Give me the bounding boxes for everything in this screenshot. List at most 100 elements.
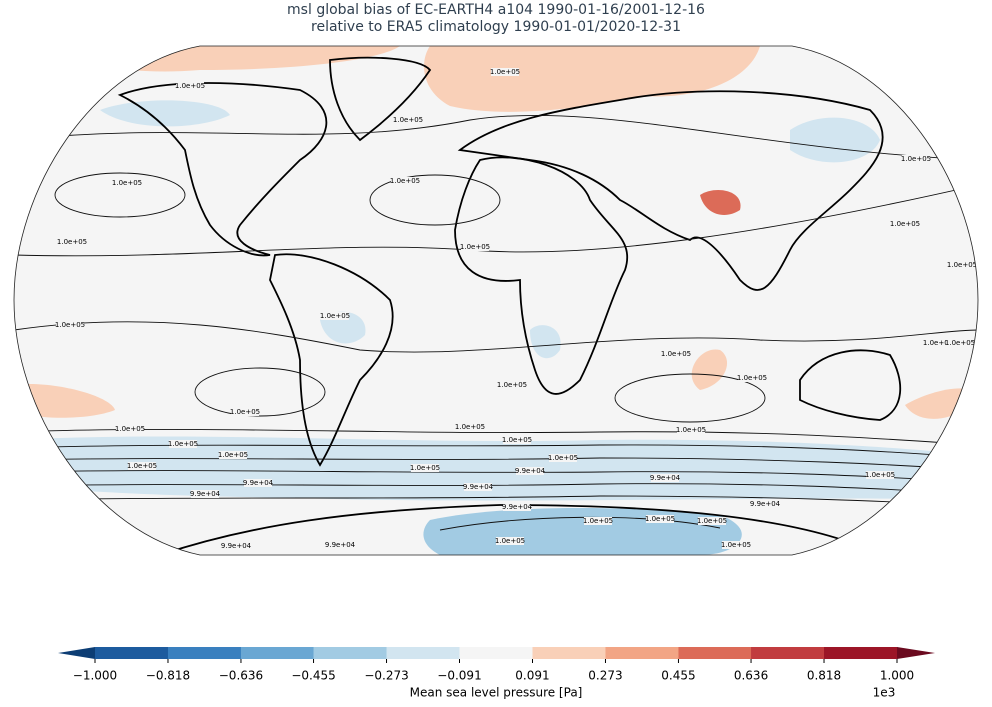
contour-label-bg — [698, 517, 726, 525]
colorbar-tick-label: 0.091 — [515, 669, 549, 683]
contour-label: 1.0e+05 — [455, 423, 485, 431]
contour-label-bg — [391, 177, 419, 185]
title-line: msl global bias of EC-EARTH4 a104 1990-0… — [287, 2, 705, 18]
colorbar-bin — [167, 647, 242, 659]
contour-label: 1.0e+05 — [168, 440, 198, 448]
colorbar-tick-label: 0.455 — [661, 669, 695, 683]
contour-label: 9.9e+04 — [463, 483, 494, 491]
colorbar-bin — [386, 647, 461, 659]
contour-label-bg — [866, 471, 894, 479]
contour-label-bg — [116, 425, 144, 433]
contour-label-bg — [128, 462, 156, 470]
contour-label-bg — [394, 116, 422, 124]
contour-label-bg — [498, 381, 526, 389]
contour-label-bg — [738, 374, 766, 382]
contour-label: 9.9e+04 — [221, 542, 252, 550]
contour-label-bg — [219, 451, 247, 459]
contour-label: 1.0e+05 — [645, 515, 675, 523]
contour-label: 1.0e+05 — [127, 462, 157, 470]
colorbar-offset: 1e3 — [873, 686, 896, 700]
contour-label-bg — [456, 423, 484, 431]
contour-label-bg — [244, 479, 272, 487]
contour-labels: 1.0e+05 1.0e+05 1.0e+05 1.0e+05 1.0e+05 1.0e+… — [55, 68, 977, 550]
colorbar-tick-label: −1.000 — [73, 669, 117, 683]
coastlines — [117, 56, 902, 555]
colorbar-extend-under — [58, 647, 95, 659]
contour-label: 1.0e+05 — [460, 243, 490, 251]
contour-label-bg — [176, 82, 204, 90]
contour-label-bg — [58, 238, 86, 246]
contour-label-bg — [222, 542, 250, 550]
contour-label-bg — [924, 339, 952, 347]
contour-label-bg — [321, 312, 349, 320]
contour-label: 1.0e+05 — [502, 436, 532, 444]
colorbar-extend-over — [897, 647, 935, 659]
map: 1.0e+05 1.0e+05 1.0e+05 1.0e+05 1.0e+05 1.0e+… — [14, 46, 978, 555]
contour-label: 1.0e+05 — [890, 220, 920, 228]
contour-label: 9.9e+04 — [515, 467, 546, 475]
contour-label-bg — [677, 426, 705, 434]
contour-label-bg — [503, 436, 531, 444]
contour-label: 1.0e+05 — [115, 425, 145, 433]
contour-label: 1.0e+05 — [320, 312, 350, 320]
colorbar-tick-label: 0.636 — [734, 669, 768, 683]
contour-label: 1.0e+05 — [697, 517, 727, 525]
contour-label: 1.0e+05 — [583, 517, 613, 525]
contour-label: 9.9e+04 — [502, 503, 533, 511]
colorbar-tick-label: −0.091 — [437, 669, 481, 683]
contour-label: 9.9e+04 — [243, 479, 274, 487]
contour-label: 1.0e+05 — [410, 464, 440, 472]
colorbar-bin — [459, 647, 533, 659]
contour-label-bg — [948, 261, 976, 269]
contour-label: 9.9e+04 — [190, 490, 221, 498]
contour-label: 1.0e+05 — [865, 471, 895, 479]
colorbar: −1.000 −0.818 −0.636 −0.455 −0.273 −0.091 0.09… — [58, 647, 935, 683]
contour-label: 9.9e+04 — [750, 500, 781, 508]
contour-label: 9.9e+04 — [650, 474, 681, 482]
contour-label-bg — [584, 517, 612, 525]
colorbar-bin — [313, 647, 388, 659]
contour-label-bg — [722, 541, 750, 549]
contour-label: 1.0e+05 — [721, 541, 751, 549]
contour-label: 1.0e+05 — [923, 339, 953, 347]
contour-label-bg — [464, 483, 492, 491]
colorbar-tick-label: −0.273 — [364, 669, 408, 683]
contour-label: 9.9e+04 — [325, 541, 356, 549]
contour-label: 1.0e+05 — [495, 537, 525, 545]
contour-label: 1.0e+05 — [390, 177, 420, 185]
contour-label: 1.0e+05 — [490, 68, 520, 76]
colorbar-bin — [678, 647, 752, 659]
contour-label: 1.0e+05 — [175, 82, 205, 90]
contour-label: 1.0e+05 — [393, 116, 423, 124]
contour-label-bg — [169, 440, 197, 448]
contour-label-bg — [902, 155, 930, 163]
contour-label: 1.0e+05 — [57, 238, 87, 246]
contour-label-bg — [491, 68, 519, 76]
contour-label-bg — [113, 179, 141, 187]
contour-label-bg — [662, 350, 690, 358]
colorbar-tick-label: −0.455 — [291, 669, 335, 683]
map-frame — [13, 45, 979, 556]
contour-label: 1.0e+05 — [737, 374, 767, 382]
contour-label-bg — [549, 454, 577, 462]
contour-label-bg — [56, 321, 84, 329]
contour-label: 1.0e+05 — [548, 454, 578, 462]
contour-label-bg — [191, 490, 219, 498]
colorbar-bin — [605, 647, 679, 659]
contour-label-bg — [411, 464, 439, 472]
contour-label-bg — [231, 408, 259, 416]
contour-label: 1.0e+05 — [901, 155, 931, 163]
contour-label-bg — [891, 220, 919, 228]
contour-label-bg — [503, 503, 531, 511]
colorbar-bin — [824, 647, 898, 659]
contour-label: 1.0e+05 — [676, 426, 706, 434]
colorbar-bin — [240, 647, 315, 659]
contour-label: 1.0e+05 — [218, 451, 248, 459]
colorbar-bin — [532, 647, 606, 659]
contour-label: 1.0e+05 — [230, 408, 260, 416]
colorbar-tick-label: 1.000 — [880, 669, 914, 683]
contour-label: 1.0e+05 — [55, 321, 85, 329]
contour-label: 1.0e+05 — [945, 339, 975, 347]
contour-label: 1.0e+05 — [112, 179, 142, 187]
